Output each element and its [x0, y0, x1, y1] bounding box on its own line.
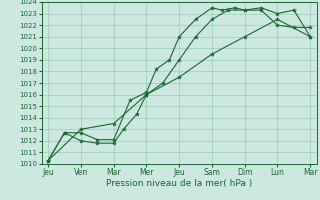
X-axis label: Pression niveau de la mer( hPa ): Pression niveau de la mer( hPa ): [106, 179, 252, 188]
